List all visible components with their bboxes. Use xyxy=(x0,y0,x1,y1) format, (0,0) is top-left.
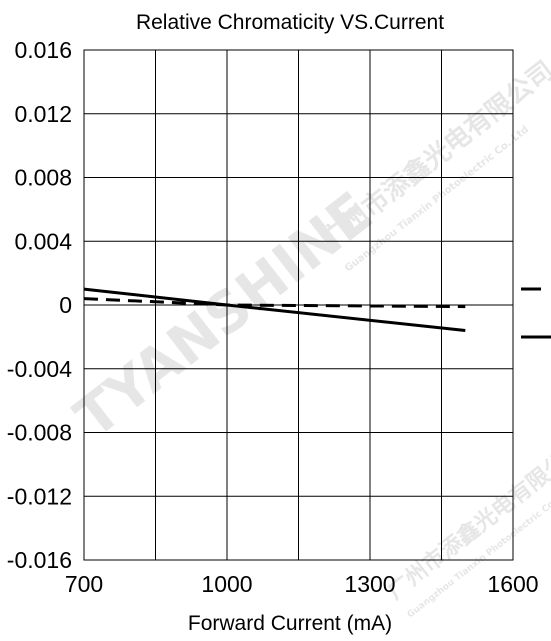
y-tick-label: 0.012 xyxy=(14,101,72,127)
y-tick-label: -0.016 xyxy=(7,547,72,573)
legend xyxy=(521,289,551,337)
x-axis-label: Forward Current (mA) xyxy=(188,612,392,635)
y-tick-label: 0 xyxy=(59,292,72,318)
x-tick-label: 1600 xyxy=(487,571,538,597)
watermark-company-cn: 广州市添鑫光电有限公司 xyxy=(315,55,551,256)
y-tick-label: 0.016 xyxy=(14,37,72,63)
y-tick-label: 0.004 xyxy=(14,228,72,254)
y-axis-ticks: 0.016 0.012 0.008 0.004 0 -0.004 -0.008 -0.012 -… xyxy=(7,37,72,573)
x-tick-label: 1000 xyxy=(201,571,252,597)
chart-title: Relative Chromaticity VS.Current xyxy=(136,11,444,34)
watermark: TYANSHINE 广州市添鑫光电有限公司 Guangzhou Tianxin … xyxy=(64,55,551,620)
y-tick-label: 0.008 xyxy=(14,165,72,191)
y-tick-label: -0.004 xyxy=(7,356,72,382)
y-tick-label: -0.012 xyxy=(7,483,72,509)
x-tick-label: 1300 xyxy=(344,571,395,597)
x-tick-label: 700 xyxy=(65,571,103,597)
y-tick-label: -0.008 xyxy=(7,420,72,446)
